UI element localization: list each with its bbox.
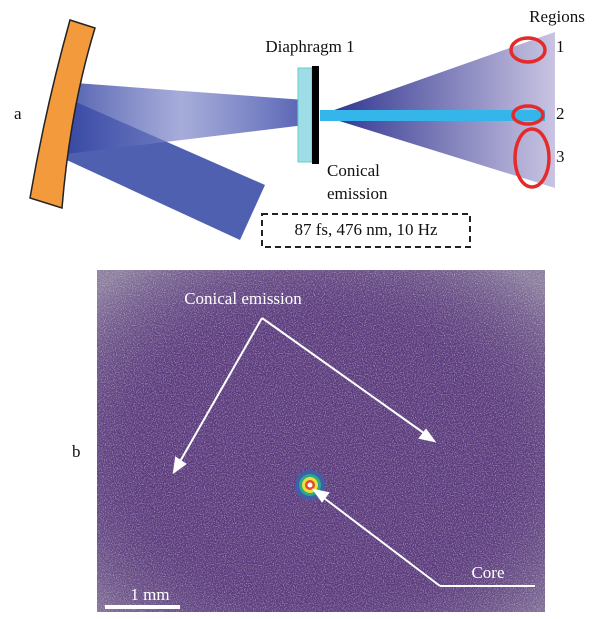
figure: a Regions 1 2 3 Diaphragm 1 Conical emis… <box>0 0 596 619</box>
scale-label: 1 mm <box>130 585 169 604</box>
regions-title: Regions <box>529 7 585 26</box>
diaphragm-edge <box>312 66 319 164</box>
emission-label: Conical emission <box>184 289 302 308</box>
pulse-label: 87 fs, 476 nm, 10 Hz <box>294 220 438 239</box>
core-beam <box>320 110 545 121</box>
emission-label: Conical <box>327 161 380 180</box>
diaphragm-label: Diaphragm 1 <box>265 37 354 56</box>
panel-b: b Conical emission Core 1 mm <box>72 270 545 612</box>
region-label: 1 <box>556 37 565 56</box>
panel-label: a <box>14 104 22 123</box>
image-noise <box>97 270 545 612</box>
core-label: Core <box>471 563 504 582</box>
panel-label: b <box>72 442 81 461</box>
emission-label: emission <box>327 184 388 203</box>
input-beam <box>58 82 305 155</box>
diaphragm <box>298 68 312 162</box>
core-center <box>308 483 313 488</box>
panel-a: a Regions 1 2 3 Diaphragm 1 Conical emis… <box>14 7 585 247</box>
region-label: 2 <box>556 104 565 123</box>
region-label: 3 <box>556 147 565 166</box>
